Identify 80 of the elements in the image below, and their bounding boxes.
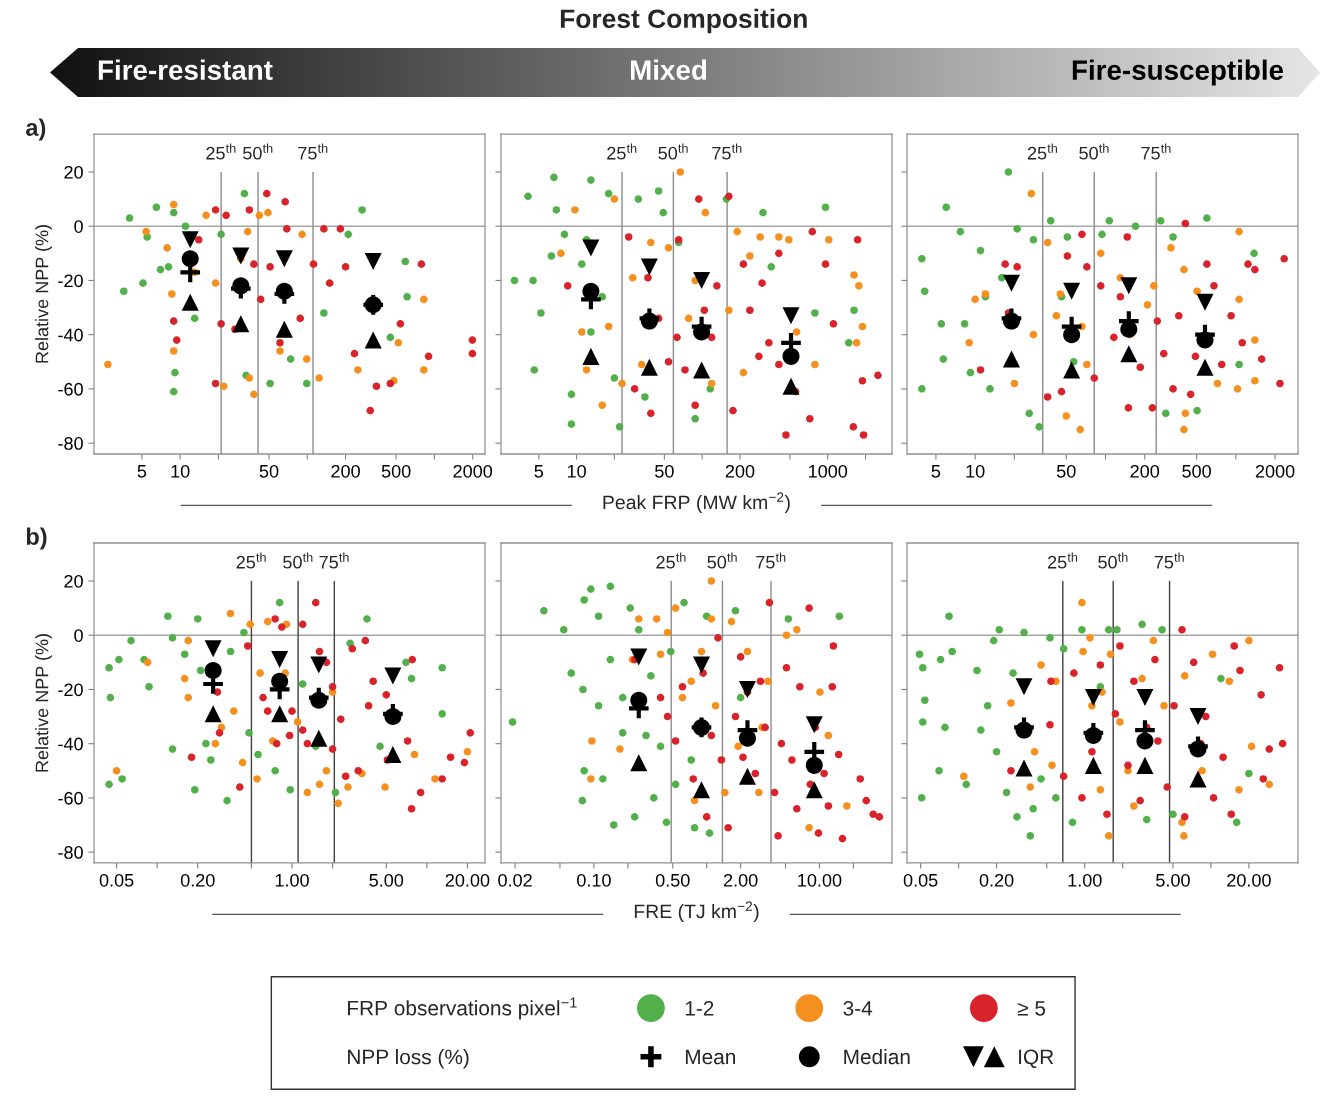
x-tick-label: 5: [137, 465, 147, 478]
text: b): [26, 527, 47, 550]
x-tick-label: 20.00: [445, 873, 490, 887]
y-tick-label: -20: [58, 274, 83, 288]
text: FRP observations pixel$^{−1}$: [348, 997, 577, 1020]
x-tick-label: 0.50: [655, 873, 690, 887]
x-tick-label: 2000: [453, 464, 493, 478]
x-tick-label: 50: [1056, 464, 1076, 478]
x-tick-label: 1.00: [1068, 873, 1102, 887]
x-tick-label: 200: [331, 464, 360, 478]
x-tick-label: 500: [1182, 464, 1211, 478]
ref-line-label: 50$^{th}$: [707, 552, 737, 569]
legend-label: ≥ 5: [1017, 1001, 1046, 1016]
text: a): [26, 118, 46, 141]
y-tick-label: -40: [58, 328, 83, 342]
y-tick-label: -40: [58, 737, 83, 751]
x-tick-label: 2000: [1255, 464, 1295, 478]
ref-line-label: 25$^{th}$: [1048, 552, 1078, 569]
x-tick-label: 0.05: [903, 873, 938, 887]
ref-line-label: 75$^{th}$: [756, 552, 786, 569]
ref-line-label: 75$^{th}$: [319, 552, 349, 569]
chart-title: Forest Composition: [560, 8, 807, 34]
x-tick-label: 10: [966, 464, 985, 478]
chart-subtitle: Fire-resistant: [98, 59, 273, 80]
ref-line-label: 50$^{th}$: [658, 143, 688, 160]
x-tick-label: 0.10: [577, 873, 611, 887]
legend-label: 1-2: [685, 1000, 714, 1016]
y-tick-label: -80: [58, 437, 83, 450]
x-tick-label: 2.00: [723, 873, 758, 887]
y-tick-label: 20: [64, 574, 83, 588]
y-tick-label: -20: [58, 683, 83, 697]
x-axis-title: Peak FRP (MW km$^{−2}$): [603, 492, 790, 514]
x-tick-label: 5.00: [369, 873, 404, 887]
ref-line-label: 75$^{th}$: [1141, 143, 1171, 160]
legend-label: Mean: [685, 1049, 736, 1065]
chart-subtitle: Mixed: [631, 59, 707, 80]
x-tick-label: 0.20: [180, 873, 215, 887]
ref-line-label: 75$^{th}$: [1154, 552, 1184, 569]
x-tick-label: 50: [259, 464, 279, 478]
x-tick-label: 10: [567, 464, 586, 478]
ref-line-label: 75$^{th}$: [712, 143, 742, 160]
x-tick-label: 10: [171, 464, 190, 478]
x-tick-label: 200: [725, 464, 755, 478]
ref-line-label: 25$^{th}$: [607, 143, 637, 160]
ref-line-label: 50$^{th}$: [1079, 143, 1109, 160]
text: NPP loss (%): [348, 1049, 469, 1069]
ref-line-label: 25$^{th}$: [206, 143, 236, 160]
x-tick-label: 20.00: [1227, 873, 1271, 887]
ref-line-label: 50$^{th}$: [283, 552, 313, 569]
ref-line-label: 75$^{th}$: [298, 143, 328, 160]
x-tick-label: 0.02: [498, 873, 532, 887]
y-axis-title: Relative NPP (%): [35, 634, 52, 772]
ref-line-label: 25$^{th}$: [656, 552, 686, 569]
x-tick-label: 5.00: [1156, 873, 1190, 887]
legend-label: IQR: [1019, 1049, 1054, 1068]
y-tick-label: 0: [74, 220, 83, 233]
ref-line-label: 25$^{th}$: [236, 552, 266, 569]
y-tick-label: -60: [58, 382, 83, 396]
x-tick-label: 5: [534, 465, 544, 478]
x-tick-label: 5: [931, 465, 941, 478]
y-tick-label: -60: [58, 791, 83, 805]
legend-label: Median: [844, 1048, 910, 1065]
x-axis-title: FRE (TJ km$^{−2}$): [634, 901, 759, 923]
x-tick-label: 10.00: [798, 873, 842, 887]
x-tick-label: 0.20: [979, 873, 1014, 887]
y-tick-label: -80: [58, 846, 83, 859]
y-axis-title: Relative NPP (%): [35, 225, 52, 363]
x-tick-label: 0.05: [99, 873, 134, 887]
ref-line-label: 50$^{th}$: [243, 143, 273, 160]
y-tick-label: 20: [64, 165, 83, 179]
x-tick-label: 200: [1130, 464, 1160, 478]
ref-line-label: 25$^{th}$: [1027, 143, 1057, 160]
chart-subtitle: Fire-susceptible: [1072, 59, 1284, 86]
x-tick-label: 50: [655, 464, 674, 478]
x-tick-label: 500: [381, 464, 411, 478]
ref-line-label: 50$^{th}$: [1098, 552, 1128, 569]
x-tick-label: 1.00: [275, 873, 309, 887]
y-tick-label: 0: [74, 629, 83, 642]
x-tick-label: 1000: [809, 464, 848, 478]
legend-label: 3-4: [843, 1000, 873, 1016]
